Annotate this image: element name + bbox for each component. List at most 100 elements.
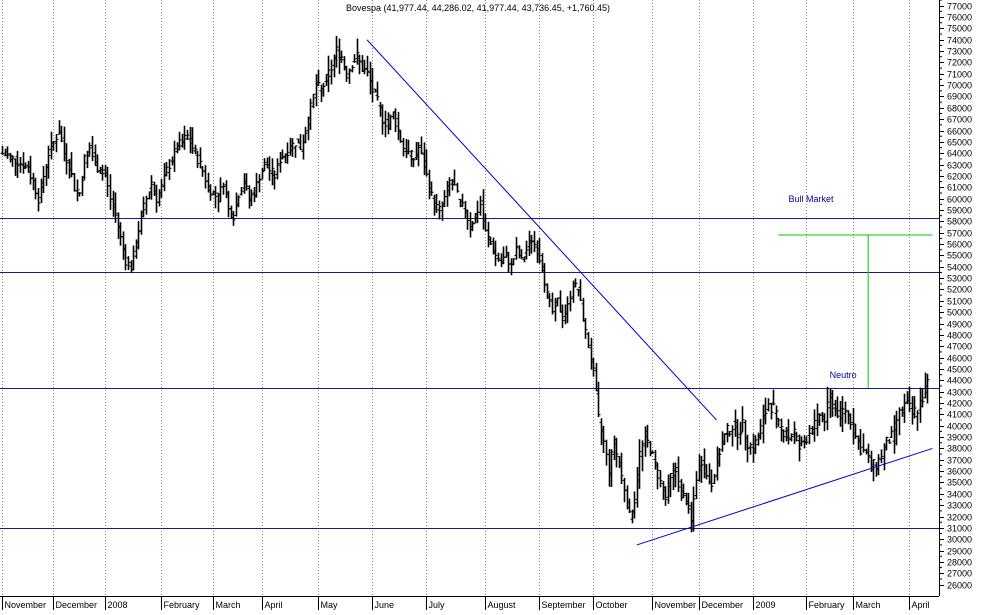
y-tick-label: 75000 [947,24,972,34]
price-bar [434,193,439,213]
price-bar [321,82,326,97]
x-tick-label: August [488,600,517,610]
y-tick-label: 36000 [947,467,972,477]
price-bar [339,50,344,63]
price-bar [578,279,583,302]
price-bar [329,59,334,85]
y-tick-label: 40000 [947,422,972,432]
price-bar [347,68,352,84]
price-bar [470,220,475,232]
price-bar [887,439,892,444]
y-tick-label: 52000 [947,285,972,295]
price-bar [355,38,360,65]
price-bar [344,65,349,82]
y-tick-label: 74000 [947,36,972,46]
trendlines [366,39,933,546]
price-bar [159,178,164,198]
annotations: Bull Market Neutro [788,194,856,380]
price-bar [542,263,547,293]
price-bars [0,35,930,533]
price-bar [275,158,280,180]
x-tick-label: 2008 [108,600,128,610]
price-bar [33,177,38,200]
y-tick-label: 34000 [947,490,972,500]
price-bar [213,186,218,209]
price-bar [907,386,912,413]
y-tick-label: 50000 [947,308,972,318]
price-bar [583,318,588,339]
price-bar [270,158,275,186]
x-tick-label: 2009 [756,600,776,610]
price-bar [748,442,753,455]
price-bar [167,159,172,181]
price-bar [208,184,213,201]
y-tick-label: 35000 [947,478,972,488]
price-bar [519,249,524,260]
price-bar [786,419,791,445]
price-bar [298,134,303,151]
x-tick-label: February [164,600,201,610]
price-bar [59,125,64,143]
price-bar [835,396,840,419]
price-bar [193,144,198,155]
price-bar [843,401,848,424]
price-bar [303,126,308,144]
price-bar [455,182,460,193]
y-tick-label: 57000 [947,229,972,239]
price-bar [80,175,85,196]
price-bar [774,405,779,429]
price-bar [817,413,822,426]
price-bar [486,221,491,248]
x-tick-label: July [429,600,446,610]
price-bar [840,396,845,433]
price-bar [658,469,663,488]
chart-annotation: Neutro [830,370,857,380]
y-tick-label: 64000 [947,149,972,159]
price-bar [75,179,80,202]
price-bar [100,164,105,181]
price-bar [272,170,277,190]
price-bar [82,154,87,180]
price-bar [447,177,452,197]
y-tick-label: 46000 [947,354,972,364]
y-tick-label: 49000 [947,320,972,330]
price-bar [311,93,316,109]
price-bar [437,200,442,220]
price-bar [627,498,632,514]
price-bar [691,486,696,532]
price-bar [393,108,398,133]
price-bar [383,110,388,138]
price-bar [254,172,259,198]
price-bar [663,486,668,506]
y-tick-label: 69000 [947,92,972,102]
price-bar [416,142,421,167]
price-bar [465,209,470,230]
price-bar [54,134,59,153]
price-bar [10,155,15,167]
y-tick-label: 71000 [947,70,972,80]
price-bar [177,131,182,151]
price-bar [118,222,123,246]
price-bar [640,440,645,472]
y-tick-label: 56000 [947,240,972,250]
price-bar [884,436,889,451]
price-bar [280,149,285,160]
y-tick-label: 67000 [947,115,972,125]
price-bar [28,155,33,185]
trendline [636,447,933,546]
price-bar [738,421,743,445]
price-bar [236,195,241,208]
price-bar [18,156,23,173]
price-bar [429,181,434,196]
price-bar [365,55,370,77]
price-bar [506,251,511,273]
price-bar [23,162,28,169]
y-tick-label: 38000 [947,444,972,454]
price-bar [198,147,203,169]
price-bar [529,235,534,254]
y-tick-label: 28000 [947,558,972,568]
price-bar [257,174,262,193]
price-bar [781,429,786,443]
x-tick-label: September [542,600,586,610]
